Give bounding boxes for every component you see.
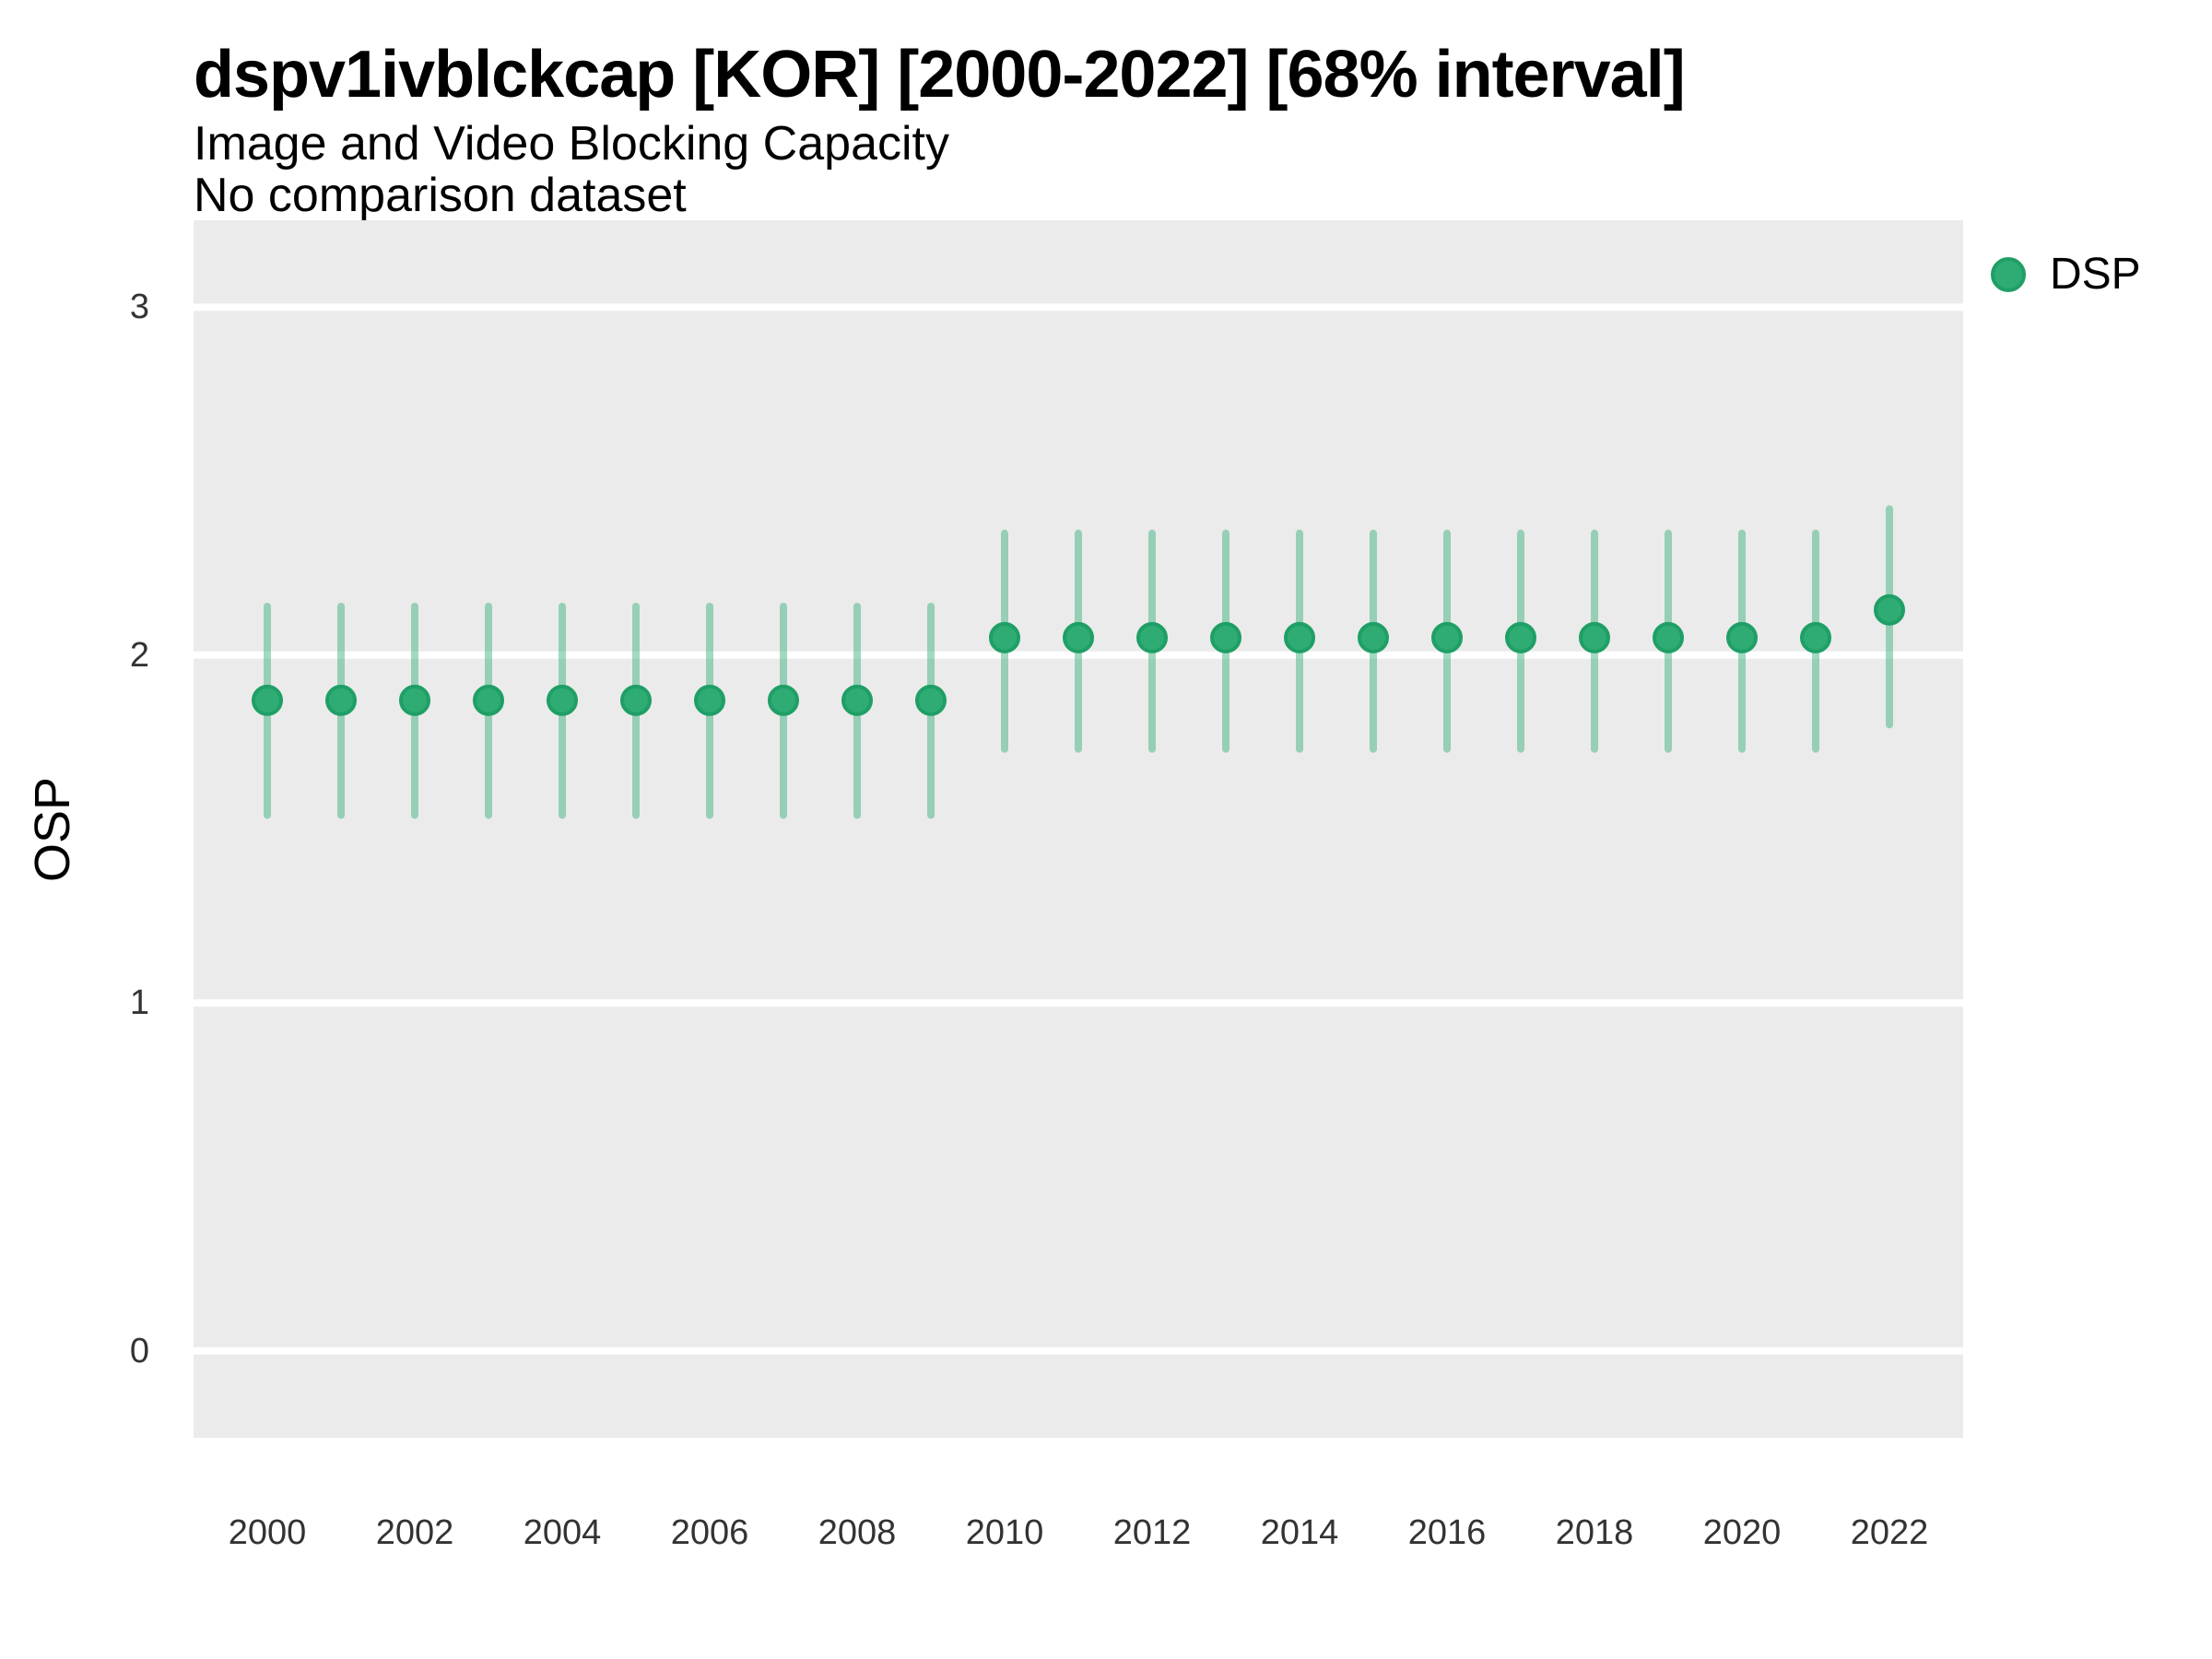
- gridline-y-0: [194, 1347, 1963, 1355]
- plot-panel: [194, 220, 1963, 1438]
- legend-dot-icon: [1991, 257, 2026, 292]
- y-tick-label-3: 3: [129, 288, 149, 327]
- data-point-2003: [473, 684, 504, 716]
- x-tick-label-2018: 2018: [1555, 1513, 1634, 1552]
- data-point-2014: [1284, 621, 1315, 653]
- data-point-2002: [399, 684, 430, 716]
- x-tick-label-2004: 2004: [523, 1513, 602, 1552]
- data-point-2000: [252, 684, 283, 716]
- data-point-2008: [841, 684, 873, 716]
- legend-item-label: DSP: [2050, 250, 2141, 299]
- x-tick-label-2006: 2006: [670, 1513, 749, 1552]
- x-tick-label-2022: 2022: [1850, 1513, 1929, 1552]
- x-tick-label-2008: 2008: [818, 1513, 897, 1552]
- data-point-2018: [1579, 621, 1610, 653]
- data-point-2011: [1063, 621, 1094, 653]
- data-point-2005: [620, 684, 652, 716]
- x-tick-label-2000: 2000: [228, 1513, 307, 1552]
- gridline-y-1: [194, 999, 1963, 1007]
- data-point-2016: [1431, 621, 1463, 653]
- x-tick-label-2002: 2002: [375, 1513, 454, 1552]
- data-point-2022: [1874, 594, 1905, 626]
- x-tick-label-2010: 2010: [965, 1513, 1044, 1552]
- data-point-2020: [1726, 621, 1758, 653]
- x-tick-label-2020: 2020: [1702, 1513, 1782, 1552]
- data-point-2021: [1800, 621, 1831, 653]
- gridline-y-3: [194, 303, 1963, 312]
- data-point-2013: [1210, 621, 1241, 653]
- data-point-2010: [989, 621, 1020, 653]
- x-tick-label-2014: 2014: [1260, 1513, 1339, 1552]
- y-tick-label-0: 0: [129, 1331, 149, 1371]
- x-tick-label-2012: 2012: [1112, 1513, 1192, 1552]
- chart-comparison-note: No comparison dataset: [194, 169, 687, 222]
- data-point-2004: [547, 684, 578, 716]
- data-point-2017: [1505, 621, 1536, 653]
- chart-title: dspv1ivblckcap [KOR] [2000-2022] [68% in…: [194, 38, 1686, 112]
- x-tick-label-2016: 2016: [1407, 1513, 1487, 1552]
- gridline-y-2: [194, 651, 1963, 659]
- data-point-2009: [915, 684, 947, 716]
- data-point-2019: [1653, 621, 1684, 653]
- y-tick-label-1: 1: [129, 983, 149, 1023]
- legend: DSP: [1991, 249, 2141, 300]
- data-point-2001: [325, 684, 357, 716]
- y-tick-label-2: 2: [129, 635, 149, 675]
- data-point-2006: [694, 684, 725, 716]
- data-point-2015: [1358, 621, 1389, 653]
- data-point-2007: [768, 684, 799, 716]
- data-point-2012: [1136, 621, 1168, 653]
- chart-subtitle: Image and Video Blocking Capacity: [194, 117, 949, 171]
